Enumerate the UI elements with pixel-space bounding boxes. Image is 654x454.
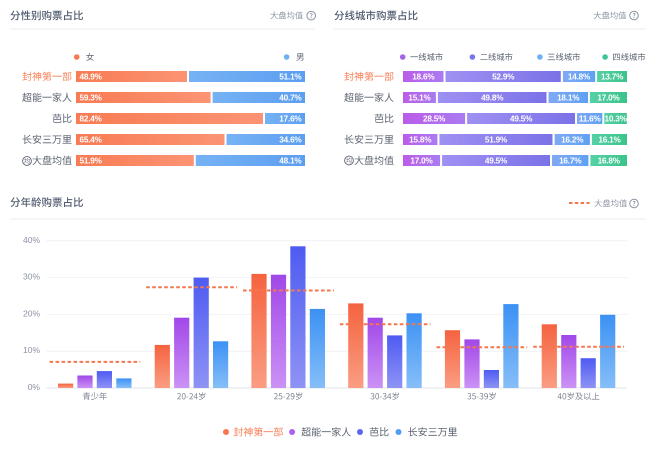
svg-text:28.5%: 28.5% xyxy=(423,115,446,124)
svg-text:59.3%: 59.3% xyxy=(80,94,103,103)
svg-text:82.4%: 82.4% xyxy=(80,115,103,124)
svg-text:13.7%: 13.7% xyxy=(601,73,624,82)
svg-text:40.7%: 40.7% xyxy=(279,94,302,103)
svg-text:20%: 20% xyxy=(23,308,40,318)
svg-text:51.9%: 51.9% xyxy=(80,157,103,166)
svg-text:16.1%: 16.1% xyxy=(598,136,621,145)
svg-text:16.2%: 16.2% xyxy=(561,136,584,145)
svg-text:49.5%: 49.5% xyxy=(510,115,533,124)
svg-text:11.6%: 11.6% xyxy=(579,115,602,124)
svg-text:16.7%: 16.7% xyxy=(559,157,582,166)
svg-text:34.6%: 34.6% xyxy=(279,136,302,145)
svg-text:14.8%: 14.8% xyxy=(568,73,591,82)
svg-text:49.8%: 49.8% xyxy=(481,94,504,103)
svg-text:51.9%: 51.9% xyxy=(485,136,508,145)
svg-text:17.0%: 17.0% xyxy=(597,94,620,103)
svg-text:18.1%: 18.1% xyxy=(557,94,580,103)
svg-text:52.9%: 52.9% xyxy=(492,73,515,82)
svg-text:0%: 0% xyxy=(28,382,41,392)
svg-text:30%: 30% xyxy=(23,272,40,282)
svg-text:48.1%: 48.1% xyxy=(279,157,302,166)
svg-text:65.4%: 65.4% xyxy=(80,136,103,145)
svg-text:10%: 10% xyxy=(23,345,40,355)
svg-text:51.1%: 51.1% xyxy=(279,73,302,82)
svg-text:10.3%: 10.3% xyxy=(604,115,627,124)
svg-text:40%: 40% xyxy=(23,235,40,245)
svg-text:16.8%: 16.8% xyxy=(598,157,621,166)
svg-text:18.6%: 18.6% xyxy=(412,73,435,82)
svg-text:15.1%: 15.1% xyxy=(408,94,431,103)
svg-text:17.0%: 17.0% xyxy=(410,157,433,166)
svg-text:48.9%: 48.9% xyxy=(80,73,103,82)
svg-text:15.8%: 15.8% xyxy=(409,136,432,145)
svg-text:17.6%: 17.6% xyxy=(279,115,302,124)
svg-text:49.5%: 49.5% xyxy=(485,157,508,166)
